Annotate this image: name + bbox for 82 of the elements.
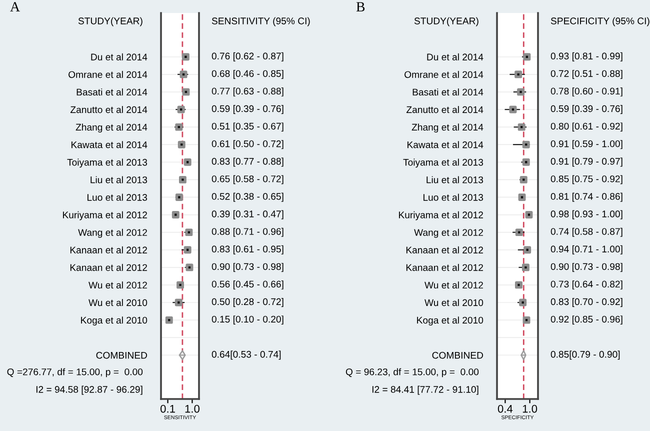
data-label: 0.92 [0.85 - 0.96] — [550, 316, 622, 325]
y-tick-label: Luo et al 2013 — [424, 194, 484, 201]
data-label: 0.15 [0.10 - 0.20] — [212, 316, 284, 325]
data-label: 0.64[0.53 - 0.74] — [212, 350, 281, 360]
y-tick-label: Kanaan et al 2012 — [406, 246, 483, 254]
data-label: 0.90 [0.73 - 0.98] — [550, 262, 622, 272]
text: SPECIFICITY (95% CI) — [550, 17, 650, 26]
x-tick-label: 1.0 — [185, 404, 200, 413]
y-tick-label: Kanaan et al 2012 — [70, 246, 147, 254]
data-label: 0.93 [0.81 - 0.99] — [550, 52, 622, 62]
y-tick-label: Zhang et al 2014 — [412, 124, 484, 133]
y-tick-label: Toiyama et al 2013 — [403, 158, 484, 168]
y-tick-label: Basati et al 2014 — [76, 88, 148, 96]
data-label: 0.88 [0.71 - 0.96] — [212, 228, 284, 237]
data-label: 0.39 [0.31 - 0.47] — [212, 210, 284, 220]
text: I2 = 84.41 [77.72 - 91.10] — [372, 386, 478, 395]
y-tick-label: Toiyama et al 2013 — [67, 158, 148, 168]
data-label: 0.59 [0.39 - 0.76] — [212, 105, 284, 114]
data-label: 0.65 [0.58 - 0.72] — [212, 175, 284, 184]
y-tick-label: Koga et al 2010 — [81, 316, 148, 326]
data-label: 0.83 [0.70 - 0.92] — [550, 298, 622, 307]
text: SENSITIVITY (95% CI) — [212, 17, 310, 26]
y-tick-label: Kuriyama et al 2012 — [63, 211, 147, 220]
x-tick-label: 0.4 — [498, 404, 513, 413]
data-label: 0.51 [0.35 - 0.67] — [212, 122, 284, 132]
y-tick-label: Du et al 2014 — [427, 53, 484, 60]
data-label: 0.83 [0.77 - 0.88] — [212, 158, 284, 167]
data-label: 0.56 [0.45 - 0.66] — [212, 280, 284, 290]
y-tick-label: Wu et al 2012 — [88, 281, 147, 289]
data-label: 0.68 [0.46 - 0.85] — [212, 70, 284, 79]
data-label: 0.73 [0.64 - 0.82] — [550, 280, 622, 290]
y-tick-label: Kawata et al 2014 — [408, 141, 484, 148]
text: B — [356, 2, 365, 12]
data-label: 0.85 [0.75 - 0.92] — [550, 175, 622, 184]
data-label: 0.80 [0.61 - 0.92] — [550, 122, 622, 132]
y-axis-title: STUDY(YEAR) — [78, 17, 142, 26]
data-label: 0.83 [0.61 - 0.95] — [212, 245, 284, 254]
x-tick-label: 0.1 — [160, 404, 175, 413]
text: Q =276.77, df = 15.00, p = 0.00 — [7, 368, 143, 378]
data-label: 0.81 [0.74 - 0.86] — [550, 192, 622, 202]
y-tick-label: Zhang et al 2014 — [76, 124, 148, 133]
y-tick-label: Wu et al 2010 — [424, 299, 484, 306]
y-tick-label: Liu et al 2013 — [426, 176, 484, 184]
data-label: 0.72 [0.51 - 0.88] — [550, 70, 622, 79]
y-tick-label: Du et al 2014 — [91, 53, 148, 60]
data-label: 0.77 [0.63 - 0.88] — [212, 87, 284, 96]
y-tick-label: COMBINED — [432, 352, 483, 359]
y-tick-label: Zanutto et al 2014 — [406, 106, 484, 114]
text: Q = 96.23, df = 15.00, p = 0.00 — [346, 368, 479, 378]
y-tick-label: Zanutto et al 2014 — [70, 106, 148, 114]
data-label: 0.94 [0.71 - 1.00] — [550, 245, 622, 254]
y-tick-label: Luo et al 2013 — [88, 194, 148, 201]
y-tick-label: Wang et al 2012 — [78, 228, 147, 238]
y-tick-label: Wang et al 2012 — [414, 228, 483, 238]
y-tick-label: Wu et al 2012 — [424, 281, 483, 289]
y-tick-label: Kuriyama et al 2012 — [399, 211, 483, 220]
data-label: 0.90 [0.73 - 0.98] — [212, 262, 284, 272]
data-label: 0.52 [0.38 - 0.65] — [212, 192, 284, 202]
data-label: 0.98 [0.93 - 1.00] — [550, 210, 622, 220]
text: A — [10, 2, 20, 12]
y-tick-label: Koga et al 2010 — [417, 316, 484, 326]
data-label: 0.61 [0.50 - 0.72] — [212, 140, 284, 150]
y-tick-label: COMBINED — [96, 352, 147, 359]
y-tick-label: Liu et al 2013 — [90, 176, 148, 184]
data-label: 0.91 [0.79 - 0.97] — [550, 158, 622, 167]
data-label: 0.76 [0.62 - 0.87] — [212, 52, 284, 62]
data-label: 0.78 [0.60 - 0.91] — [550, 87, 622, 96]
text: I2 = 94.58 [92.87 - 96.29] — [36, 386, 142, 395]
data-label: 0.74 [0.58 - 0.87] — [550, 228, 622, 237]
data-label: 0.91 [0.59 - 1.00] — [550, 140, 622, 150]
x-tick-label: 1.0 — [522, 404, 538, 413]
y-axis-title: STUDY(YEAR) — [414, 17, 478, 26]
y-tick-label: Basati et al 2014 — [412, 88, 484, 96]
y-tick-label: Kawata et al 2014 — [72, 141, 148, 148]
y-tick-label: Kanaan et al 2012 — [406, 264, 483, 271]
y-tick-label: Kanaan et al 2012 — [70, 264, 147, 271]
data-label: 0.50 [0.28 - 0.72] — [212, 298, 284, 307]
y-tick-label: Wu et al 2010 — [88, 299, 148, 306]
y-tick-label: Omrane et al 2014 — [404, 70, 484, 78]
data-label: 0.85[0.79 - 0.90] — [550, 350, 620, 360]
data-label: 0.59 [0.39 - 0.76] — [550, 105, 622, 114]
y-tick-label: Omrane et al 2014 — [68, 70, 148, 78]
